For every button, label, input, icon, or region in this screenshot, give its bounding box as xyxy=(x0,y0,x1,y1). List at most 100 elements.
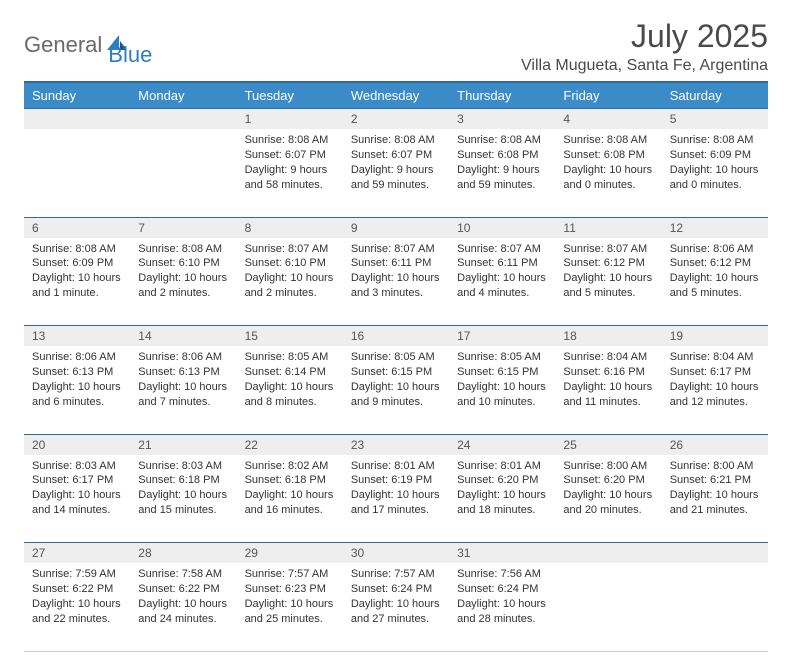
day-content: Sunrise: 8:03 AMSunset: 6:17 PMDaylight:… xyxy=(24,455,130,524)
day-content: Sunrise: 8:08 AMSunset: 6:07 PMDaylight:… xyxy=(237,129,343,198)
sunset-line: Sunset: 6:11 PM xyxy=(351,256,441,271)
daylight-line: Daylight: 10 hours and 11 minutes. xyxy=(563,380,653,410)
sunrise-line: Sunrise: 8:08 AM xyxy=(138,242,228,257)
day-cell: Sunrise: 8:01 AMSunset: 6:19 PMDaylight:… xyxy=(343,455,449,543)
sunset-line: Sunset: 6:08 PM xyxy=(457,148,547,163)
sunset-line: Sunset: 6:24 PM xyxy=(457,582,547,597)
day-number-cell: 11 xyxy=(555,217,661,238)
sunrise-line: Sunrise: 8:06 AM xyxy=(670,242,760,257)
sunset-line: Sunset: 6:22 PM xyxy=(138,582,228,597)
sunset-line: Sunset: 6:10 PM xyxy=(138,256,228,271)
day-content: Sunrise: 8:08 AMSunset: 6:09 PMDaylight:… xyxy=(24,238,130,307)
sunset-line: Sunset: 6:12 PM xyxy=(563,256,653,271)
day-number: 9 xyxy=(343,218,449,238)
sunrise-line: Sunrise: 8:08 AM xyxy=(32,242,122,257)
day-number-cell: 2 xyxy=(343,109,449,130)
week-row: Sunrise: 8:06 AMSunset: 6:13 PMDaylight:… xyxy=(24,346,768,434)
day-content: Sunrise: 8:05 AMSunset: 6:15 PMDaylight:… xyxy=(449,346,555,415)
sunset-line: Sunset: 6:09 PM xyxy=(32,256,122,271)
day-cell xyxy=(662,563,768,651)
sunrise-line: Sunrise: 8:01 AM xyxy=(351,459,441,474)
day-number-cell: 13 xyxy=(24,326,130,347)
day-cell: Sunrise: 7:57 AMSunset: 6:23 PMDaylight:… xyxy=(237,563,343,651)
day-cell: Sunrise: 7:58 AMSunset: 6:22 PMDaylight:… xyxy=(130,563,236,651)
day-cell xyxy=(555,563,661,651)
day-content: Sunrise: 8:05 AMSunset: 6:15 PMDaylight:… xyxy=(343,346,449,415)
sunrise-line: Sunrise: 7:56 AM xyxy=(457,567,547,582)
sunset-line: Sunset: 6:23 PM xyxy=(245,582,335,597)
day-content: Sunrise: 7:57 AMSunset: 6:24 PMDaylight:… xyxy=(343,563,449,632)
day-number-cell: 28 xyxy=(130,543,236,564)
day-header: Thursday xyxy=(449,82,555,109)
day-cell: Sunrise: 8:02 AMSunset: 6:18 PMDaylight:… xyxy=(237,455,343,543)
sunrise-line: Sunrise: 8:04 AM xyxy=(670,350,760,365)
day-number-cell xyxy=(24,109,130,130)
day-cell: Sunrise: 8:03 AMSunset: 6:18 PMDaylight:… xyxy=(130,455,236,543)
calendar-table: Sunday Monday Tuesday Wednesday Thursday… xyxy=(24,81,768,652)
day-number-cell: 6 xyxy=(24,217,130,238)
day-number: 30 xyxy=(343,543,449,563)
daylight-line: Daylight: 10 hours and 0 minutes. xyxy=(563,163,653,193)
day-number: 27 xyxy=(24,543,130,563)
day-number-cell: 18 xyxy=(555,326,661,347)
day-cell: Sunrise: 8:06 AMSunset: 6:13 PMDaylight:… xyxy=(24,346,130,434)
day-number: 4 xyxy=(555,109,661,129)
day-content: Sunrise: 7:57 AMSunset: 6:23 PMDaylight:… xyxy=(237,563,343,632)
sunrise-line: Sunrise: 7:58 AM xyxy=(138,567,228,582)
day-number: 11 xyxy=(555,218,661,238)
day-number: 24 xyxy=(449,435,555,455)
day-number-row: 2728293031 xyxy=(24,543,768,564)
logo-text-blue: Blue xyxy=(108,42,152,68)
day-cell: Sunrise: 8:00 AMSunset: 6:20 PMDaylight:… xyxy=(555,455,661,543)
sunrise-line: Sunrise: 8:08 AM xyxy=(563,133,653,148)
day-cell: Sunrise: 7:57 AMSunset: 6:24 PMDaylight:… xyxy=(343,563,449,651)
day-number-cell: 21 xyxy=(130,434,236,455)
day-content: Sunrise: 8:06 AMSunset: 6:12 PMDaylight:… xyxy=(662,238,768,307)
sunset-line: Sunset: 6:09 PM xyxy=(670,148,760,163)
sunrise-line: Sunrise: 8:08 AM xyxy=(351,133,441,148)
day-content: Sunrise: 8:04 AMSunset: 6:17 PMDaylight:… xyxy=(662,346,768,415)
day-content: Sunrise: 8:08 AMSunset: 6:08 PMDaylight:… xyxy=(555,129,661,198)
day-content: Sunrise: 8:06 AMSunset: 6:13 PMDaylight:… xyxy=(24,346,130,415)
day-content: Sunrise: 8:01 AMSunset: 6:20 PMDaylight:… xyxy=(449,455,555,524)
sunset-line: Sunset: 6:18 PM xyxy=(245,473,335,488)
sunset-line: Sunset: 6:18 PM xyxy=(138,473,228,488)
day-content: Sunrise: 8:02 AMSunset: 6:18 PMDaylight:… xyxy=(237,455,343,524)
sunset-line: Sunset: 6:20 PM xyxy=(457,473,547,488)
day-number-cell: 31 xyxy=(449,543,555,564)
day-number-cell: 25 xyxy=(555,434,661,455)
day-number-row: 20212223242526 xyxy=(24,434,768,455)
sunrise-line: Sunrise: 8:07 AM xyxy=(245,242,335,257)
day-number: 7 xyxy=(130,218,236,238)
daylight-line: Daylight: 10 hours and 4 minutes. xyxy=(457,271,547,301)
day-number-cell: 7 xyxy=(130,217,236,238)
sunrise-line: Sunrise: 8:06 AM xyxy=(138,350,228,365)
day-number-cell xyxy=(130,109,236,130)
sunrise-line: Sunrise: 8:02 AM xyxy=(245,459,335,474)
day-number: 16 xyxy=(343,326,449,346)
day-number-cell: 17 xyxy=(449,326,555,347)
day-content: Sunrise: 8:06 AMSunset: 6:13 PMDaylight:… xyxy=(130,346,236,415)
week-row: Sunrise: 8:03 AMSunset: 6:17 PMDaylight:… xyxy=(24,455,768,543)
daylight-line: Daylight: 9 hours and 59 minutes. xyxy=(457,163,547,193)
daylight-line: Daylight: 10 hours and 2 minutes. xyxy=(138,271,228,301)
day-content: Sunrise: 8:07 AMSunset: 6:12 PMDaylight:… xyxy=(555,238,661,307)
day-cell: Sunrise: 8:08 AMSunset: 6:09 PMDaylight:… xyxy=(662,129,768,217)
day-cell: Sunrise: 8:04 AMSunset: 6:17 PMDaylight:… xyxy=(662,346,768,434)
sunset-line: Sunset: 6:19 PM xyxy=(351,473,441,488)
day-number: 22 xyxy=(237,435,343,455)
day-cell: Sunrise: 8:06 AMSunset: 6:13 PMDaylight:… xyxy=(130,346,236,434)
day-cell: Sunrise: 8:08 AMSunset: 6:08 PMDaylight:… xyxy=(555,129,661,217)
logo-text-general: General xyxy=(24,32,102,58)
sunrise-line: Sunrise: 8:04 AM xyxy=(563,350,653,365)
day-number-cell: 3 xyxy=(449,109,555,130)
day-number-cell: 15 xyxy=(237,326,343,347)
logo: General Blue xyxy=(24,22,152,68)
day-number-cell: 5 xyxy=(662,109,768,130)
sunrise-line: Sunrise: 7:57 AM xyxy=(245,567,335,582)
sunrise-line: Sunrise: 8:08 AM xyxy=(245,133,335,148)
sunrise-line: Sunrise: 8:01 AM xyxy=(457,459,547,474)
day-content: Sunrise: 8:08 AMSunset: 6:09 PMDaylight:… xyxy=(662,129,768,198)
week-row: Sunrise: 7:59 AMSunset: 6:22 PMDaylight:… xyxy=(24,563,768,651)
day-number: 31 xyxy=(449,543,555,563)
